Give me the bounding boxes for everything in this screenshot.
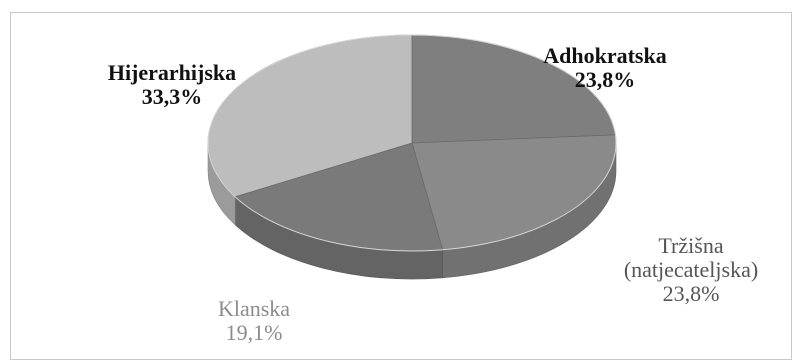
slice-value-label: 19,1% [226, 320, 283, 345]
pie-rim [207, 34, 617, 252]
slice-value-label: 23,8% [575, 67, 636, 92]
slice-value-label: 23,8% [663, 281, 720, 306]
data-label-trzisna-natjecateljska: Tržišna(natjecateljska)23,8% [624, 233, 758, 306]
slice-category-label: Klanska [218, 296, 290, 321]
pie-labels: Adhokratska23,8%Tržišna(natjecateljska)2… [108, 43, 758, 345]
slice-category-label: (natjecateljska) [624, 257, 758, 282]
pie-top-slices [207, 34, 617, 252]
slice-category-label: Tržišna [658, 233, 723, 258]
slice-value-label: 33,3% [142, 84, 203, 109]
slice-category-label: Hijerarhijska [108, 60, 236, 85]
slice-category-label: Adhokratska [543, 43, 666, 68]
pie-slice-trzisna-natjecateljska [411, 134, 617, 251]
